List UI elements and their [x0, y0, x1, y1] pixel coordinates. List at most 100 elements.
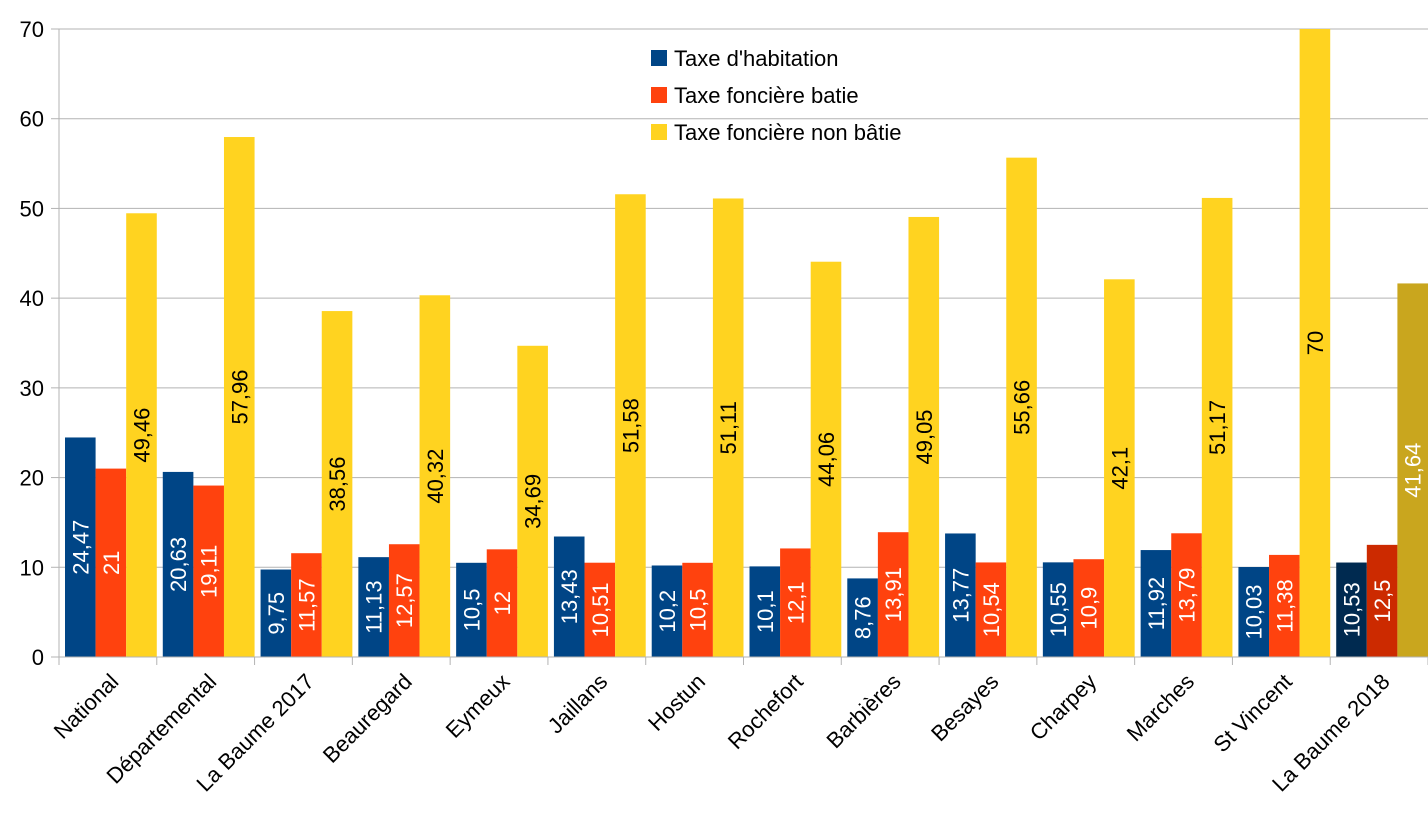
data-label: 19,11: [197, 545, 222, 598]
y-tick-label: 70: [20, 17, 44, 42]
bar-2-1: [193, 485, 224, 657]
data-label: 10,54: [979, 582, 1004, 637]
bar-1-8: [847, 578, 878, 657]
y-tick-label: 60: [20, 107, 44, 132]
data-label: 12,57: [392, 573, 417, 628]
x-category-label: St Vincent: [1209, 669, 1297, 757]
y-tick-label: 40: [20, 286, 44, 311]
data-label: 10,5: [686, 588, 711, 631]
legend: Taxe d'habitation Taxe foncière batie Taxe…: [651, 46, 902, 145]
bar-2-12: [1269, 554, 1300, 657]
x-category-label: Rochefort: [723, 669, 808, 754]
data-label: 51,17: [1205, 400, 1230, 455]
bar-1-13: [1336, 562, 1367, 657]
bar-1-2: [260, 569, 292, 657]
data-label: 11,57: [294, 578, 319, 631]
data-label: 10,03: [1242, 584, 1267, 639]
data-label: 41,64: [1401, 443, 1426, 498]
data-label: 70: [1303, 331, 1328, 355]
data-label: 13,79: [1175, 568, 1200, 623]
x-category-label: Charpey: [1025, 669, 1101, 745]
bar-1-11: [1140, 550, 1172, 657]
data-label: 57,96: [227, 369, 252, 424]
x-category-label: Besayes: [926, 669, 1003, 746]
bar-3-12: [1299, 29, 1331, 657]
data-label: 11,13: [362, 580, 387, 633]
bar-2-8: [877, 532, 909, 657]
bar-1-0: [65, 437, 96, 657]
data-label: 12,5: [1370, 580, 1395, 623]
bar-3-8: [908, 216, 940, 658]
data-label: 49,05: [912, 409, 937, 464]
data-label: 24,47: [68, 520, 93, 575]
bar-2-0: [95, 468, 127, 657]
data-label: 10,1: [753, 590, 778, 633]
data-label: 9,75: [264, 592, 289, 635]
bar-2-3: [388, 544, 420, 657]
y-tick-label: 20: [20, 466, 44, 491]
data-label: 10,55: [1046, 582, 1071, 637]
data-label: 10,2: [655, 590, 680, 633]
data-label: 44,06: [814, 432, 839, 487]
bar-2-11: [1171, 533, 1202, 657]
data-label: 12,1: [783, 581, 808, 624]
x-category-label: Hostun: [643, 669, 710, 736]
bar-3-6: [712, 198, 744, 658]
data-label: 21: [99, 551, 124, 575]
bar-2-9: [975, 562, 1007, 657]
data-label: 10,9: [1077, 587, 1102, 630]
bar-2-7: [780, 548, 811, 657]
data-label: 49,46: [129, 408, 154, 463]
bar-1-4: [456, 562, 487, 657]
data-label: 40,32: [423, 449, 448, 504]
legend-swatch: [651, 124, 667, 140]
bar-1-5: [553, 536, 585, 657]
x-category-label: Marches: [1122, 669, 1199, 746]
data-label: 13,43: [557, 569, 582, 624]
bar-3-0: [126, 213, 157, 658]
y-tick-label: 50: [20, 196, 44, 221]
bar-3-2: [321, 311, 353, 657]
bar-1-6: [651, 565, 683, 657]
data-label: 10,51: [588, 582, 613, 637]
bar-1-12: [1238, 567, 1270, 657]
data-label: 11,38: [1272, 579, 1297, 632]
bar-1-10: [1042, 562, 1074, 657]
bar-3-13: [1397, 283, 1428, 657]
bar-2-4: [486, 549, 518, 657]
bar-1-1: [162, 471, 194, 657]
data-label: 55,66: [1010, 380, 1035, 435]
bar-3-7: [810, 261, 842, 657]
data-label: 10,53: [1340, 582, 1365, 637]
legend-label: Taxe foncière batie: [674, 83, 859, 108]
bar-3-10: [1104, 279, 1135, 657]
data-label: 34,69: [521, 474, 546, 529]
y-tick-label: 30: [20, 376, 44, 401]
bar-3-4: [517, 345, 548, 657]
data-label: 13,91: [881, 567, 906, 622]
data-label: 51,58: [618, 398, 643, 453]
data-label: 42,1: [1107, 447, 1132, 490]
data-label: 8,76: [851, 596, 876, 639]
bar-2-10: [1073, 559, 1105, 657]
data-label: 11,92: [1144, 577, 1169, 630]
y-tick-label: 10: [20, 555, 44, 580]
bar-3-5: [615, 194, 646, 657]
bar-2-6: [682, 562, 713, 657]
bar-3-1: [223, 137, 255, 658]
legend-label: Taxe foncière non bâtie: [674, 120, 902, 145]
x-category-label: Jaillans: [543, 669, 613, 739]
bars: [65, 29, 1428, 658]
bar-1-7: [749, 566, 781, 657]
data-label: 38,56: [325, 456, 350, 511]
legend-swatch: [651, 87, 667, 103]
x-category-label: Beauregard: [318, 669, 417, 768]
bar-2-13: [1366, 544, 1398, 657]
x-category-label: National: [49, 669, 124, 744]
bar-2-5: [584, 562, 616, 657]
data-labels: 24,47 21 49,46 20,63 19,11 57,96 9,75 11,57 38,5…: [68, 331, 1425, 640]
bar-3-9: [1006, 157, 1037, 658]
x-category-label: Barbières: [821, 669, 905, 753]
legend-label: Taxe d'habitation: [674, 46, 838, 71]
